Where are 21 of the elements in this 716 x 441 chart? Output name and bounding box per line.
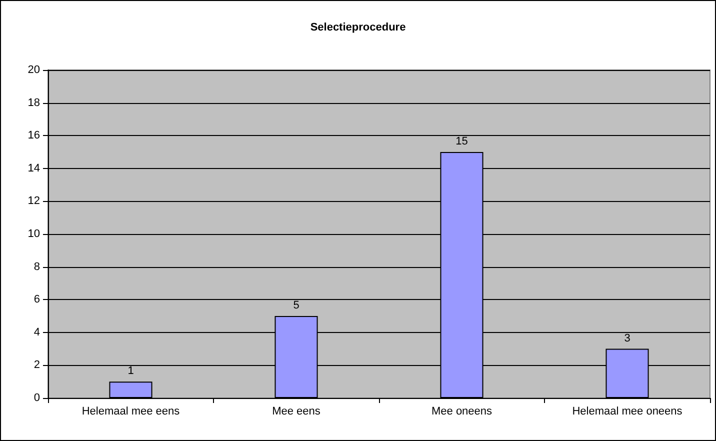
y-tick-label: 0: [34, 392, 40, 404]
x-tick-label: Helemaal mee oneens: [572, 406, 683, 418]
y-tick-label: 6: [34, 294, 40, 306]
y-tick-label: 8: [34, 260, 40, 273]
y-tick-label: 2: [34, 359, 40, 372]
bar: [109, 382, 152, 398]
data-label: 3: [624, 332, 630, 344]
x-tick-label: Mee eens: [272, 406, 321, 418]
y-tick-label: 16: [28, 130, 40, 142]
y-tick-label: 14: [28, 162, 40, 174]
data-label: 15: [456, 136, 468, 148]
data-label: 1: [128, 365, 134, 378]
y-tick-label: 4: [34, 326, 40, 338]
y-tick-label: 12: [28, 195, 40, 208]
y-tick-label: 18: [28, 96, 40, 109]
x-tick-label: Helemaal mee eens: [82, 406, 180, 418]
chart-title: Selectieprocedure: [310, 22, 406, 34]
x-tick-label: Mee oneens: [431, 406, 493, 418]
y-tick-label: 10: [28, 228, 40, 240]
data-label: 5: [293, 300, 300, 312]
y-tick-label: 20: [28, 64, 40, 76]
